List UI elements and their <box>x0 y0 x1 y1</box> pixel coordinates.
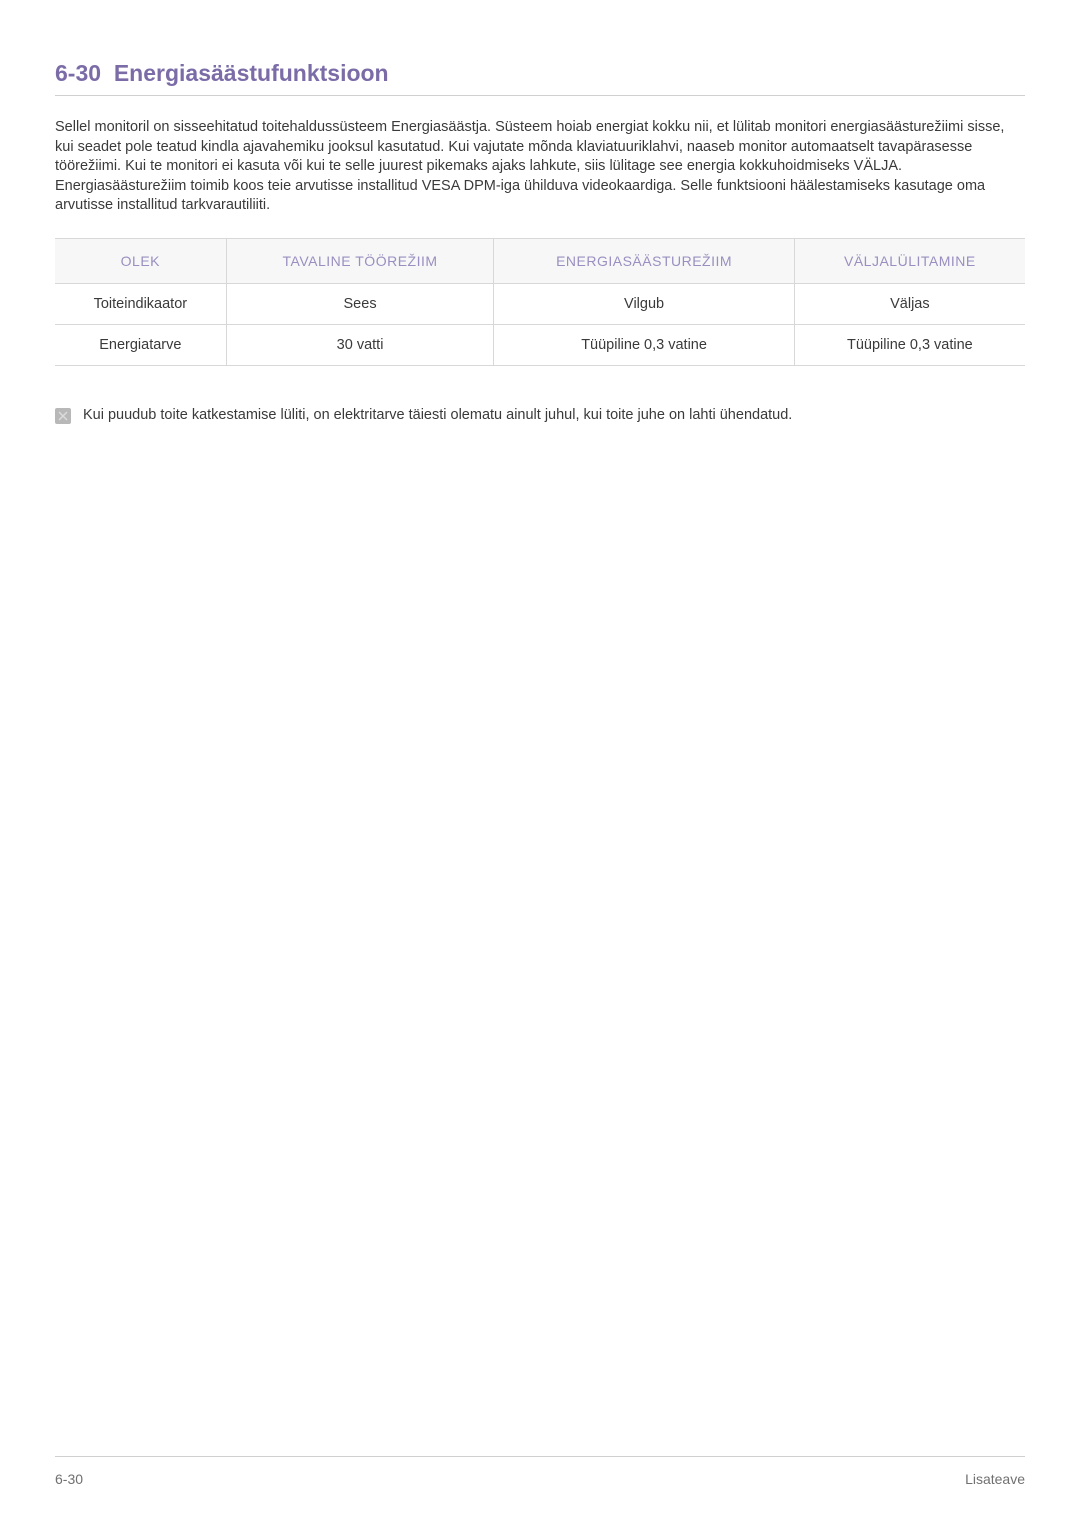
table-header: VÄLJALÜLITAMINE <box>794 238 1025 283</box>
power-modes-table: OLEK TAVALINE TÖÖREŽIIM ENERGIASÄÄSTUREŽ… <box>55 238 1025 366</box>
section-number: 6-30 <box>55 60 101 86</box>
section-heading: Energiasäästufunktsioon <box>114 60 389 86</box>
note-text: Kui puudub toite katkestamise lüliti, on… <box>83 406 792 426</box>
table-header-row: OLEK TAVALINE TÖÖREŽIIM ENERGIASÄÄSTUREŽ… <box>55 238 1025 283</box>
table-cell: Energiatarve <box>55 324 226 365</box>
table-cell: 30 vatti <box>226 324 494 365</box>
page-footer: 6-30 Lisateave <box>55 1456 1025 1487</box>
body-paragraph: Sellel monitoril on sisseehitatud toiteh… <box>55 118 1025 216</box>
table-header: OLEK <box>55 238 226 283</box>
table-cell: Tüüpiline 0,3 vatine <box>794 324 1025 365</box>
table-cell: Sees <box>226 283 494 324</box>
section-title: 6-30 Energiasäästufunktsioon <box>55 60 1025 96</box>
table-cell: Vilgub <box>494 283 794 324</box>
table-cell: Toiteindikaator <box>55 283 226 324</box>
footer-section-label: Lisateave <box>965 1471 1025 1487</box>
table-cell: Väljas <box>794 283 1025 324</box>
table-header: ENERGIASÄÄSTUREŽIIM <box>494 238 794 283</box>
info-icon <box>55 408 71 424</box>
table-row: Toiteindikaator Sees Vilgub Väljas <box>55 283 1025 324</box>
footer-page-number: 6-30 <box>55 1471 83 1487</box>
note-row: Kui puudub toite katkestamise lüliti, on… <box>55 406 1025 426</box>
table-header: TAVALINE TÖÖREŽIIM <box>226 238 494 283</box>
table-cell: Tüüpiline 0,3 vatine <box>494 324 794 365</box>
table-row: Energiatarve 30 vatti Tüüpiline 0,3 vati… <box>55 324 1025 365</box>
